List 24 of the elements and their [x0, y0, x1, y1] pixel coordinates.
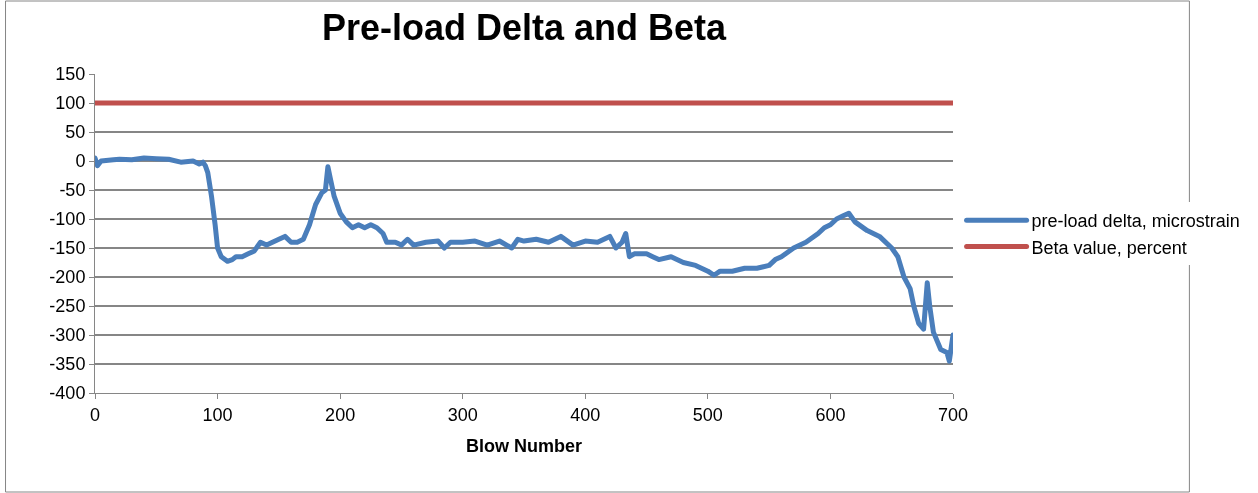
x-tick-label: 700 — [937, 404, 969, 425]
x-axis-title: Blow Number — [465, 435, 583, 456]
y-tick-label: -150 — [49, 238, 86, 259]
y-tick-label: -100 — [49, 209, 86, 230]
y-tick-label: 150 — [55, 64, 86, 85]
legend-label: Beta value, percent — [1031, 237, 1187, 258]
y-tick-label: -50 — [59, 180, 86, 201]
y-tick-label: -200 — [49, 267, 86, 288]
y-tick-label: 50 — [65, 122, 86, 143]
y-tick-label: -400 — [49, 383, 86, 404]
x-tick-label: 0 — [89, 404, 101, 425]
x-tick-label: 500 — [692, 404, 723, 425]
legend-label: pre-load delta, microstrain — [1031, 211, 1240, 232]
x-tick-label: 300 — [447, 404, 478, 425]
y-tick-label: 100 — [55, 93, 86, 114]
y-tick-label: -250 — [49, 296, 86, 317]
x-tick-label: 600 — [815, 404, 846, 425]
x-tick-label: 400 — [570, 404, 601, 425]
x-tick-label: 200 — [325, 404, 356, 425]
y-tick-label: -300 — [49, 325, 86, 346]
x-tick-label: 100 — [202, 404, 233, 425]
y-tick-label: 0 — [75, 151, 86, 172]
y-tick-label: -350 — [49, 354, 86, 375]
chart-title: Pre-load Delta and Beta — [321, 6, 728, 48]
